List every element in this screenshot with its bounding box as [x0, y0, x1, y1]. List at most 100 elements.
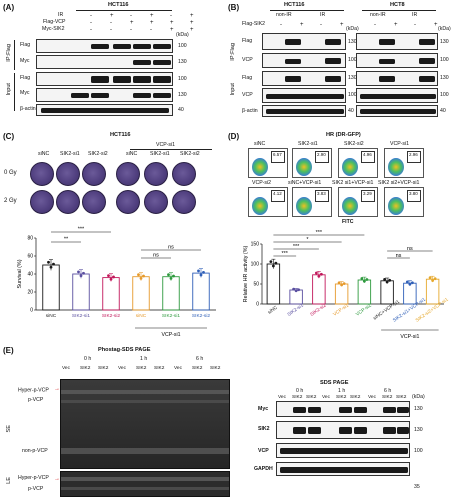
- gate: [271, 151, 285, 163]
- gate-value: 2.96: [409, 152, 418, 157]
- data-point: [139, 276, 143, 280]
- blot-b-hct8-1: [356, 33, 438, 50]
- row-label: Myc-SIK2: [42, 26, 65, 32]
- lane-label: Vec: [368, 395, 377, 400]
- gate-value: 3.29: [363, 191, 372, 196]
- gate: [361, 151, 375, 163]
- sds-blot-myc: [276, 401, 410, 417]
- group-label: VCP-si1: [161, 332, 180, 338]
- data-point: [319, 272, 323, 276]
- flow-plot: 3.29: [338, 187, 378, 217]
- arrow-icon: →: [54, 476, 60, 482]
- group-label: IR: [320, 12, 326, 18]
- sign: -: [130, 13, 132, 19]
- sds-blot-vcp: [276, 443, 410, 458]
- flow-label: SIK2 si1+VCP-si1: [332, 180, 374, 186]
- kda-label: (kDa): [412, 394, 425, 400]
- data-point: [77, 270, 80, 274]
- data-point: [137, 273, 140, 277]
- sign: -: [110, 20, 112, 26]
- marker: 130: [440, 39, 449, 45]
- bar: [102, 277, 120, 311]
- x-tick-label: SIK2-si1: [72, 313, 90, 319]
- lane-label: SIK2: [192, 366, 203, 371]
- data-point: [383, 278, 387, 281]
- bar: [192, 272, 210, 311]
- y-tick-label: 0: [256, 302, 259, 308]
- right-blot-label: SIK2: [258, 426, 270, 432]
- marker: 130: [414, 406, 423, 412]
- sign: +: [300, 22, 304, 28]
- time-label: 0 h: [296, 388, 304, 394]
- flow-label: VCP-si1: [390, 141, 410, 147]
- bar: [289, 289, 303, 305]
- blot-b-hct116-2: [262, 53, 346, 68]
- panel-e: (E) Phostag-SDS PAGE SDS PAGE 0 h 1 h 6 h V…: [0, 343, 452, 500]
- x-tick-label: SIK2-si1: [286, 302, 305, 318]
- data-point: [82, 271, 85, 275]
- blot-label: Myc: [20, 58, 30, 64]
- data-point: [199, 273, 203, 277]
- data-point: [197, 269, 200, 273]
- flow-plot: 2.90: [292, 148, 332, 178]
- col-label: SIK2-si2: [88, 151, 108, 157]
- col-label: siNC: [38, 151, 50, 157]
- marker: 100: [348, 57, 357, 63]
- sign: +: [170, 27, 174, 33]
- marker: 40: [440, 108, 446, 114]
- sign: -: [150, 27, 152, 33]
- data-point: [292, 287, 296, 291]
- colony-dish: [116, 190, 140, 214]
- flow-plot: 2.96: [384, 148, 424, 178]
- flow-label: VCP-si2: [252, 180, 272, 186]
- lane-label: SIK2: [210, 366, 221, 371]
- data-point: [433, 277, 437, 281]
- blot-b-hct116-5: [262, 105, 346, 117]
- sign: -: [110, 27, 112, 33]
- marker: 100: [178, 76, 187, 82]
- blot-b-hct8-3: [356, 71, 438, 86]
- data-point: [408, 282, 412, 286]
- sign: +: [170, 20, 174, 26]
- data-point: [109, 277, 113, 281]
- gate-value: 3.83: [317, 191, 326, 196]
- bar: [334, 283, 349, 305]
- marker: 100: [440, 92, 449, 98]
- x-tick-label: VCP-si1: [332, 302, 350, 317]
- panel-a: (A) HCT116 IR Flag-VCP Myc-SIK2 - + - + - + - -…: [0, 0, 226, 125]
- data-point: [431, 279, 435, 282]
- blot-label: β-actin: [242, 108, 258, 114]
- data-point: [169, 276, 173, 280]
- bar: [357, 279, 372, 305]
- col-label: SIK2-si1: [150, 151, 170, 157]
- time-label: 6 h: [384, 388, 392, 394]
- gate: [315, 151, 329, 163]
- blot-myc-input: [36, 88, 173, 102]
- data-point: [79, 274, 83, 278]
- blot-label: Myc: [20, 90, 30, 96]
- blot-flag-input: [36, 72, 173, 86]
- y-axis-label: Survival (%): [17, 259, 23, 288]
- fitc-axis-label: FITC: [342, 219, 354, 225]
- blot-label: Flag: [242, 75, 253, 81]
- data-point: [405, 280, 409, 284]
- kda-label: (kDa): [176, 32, 189, 38]
- flow-density: [252, 158, 268, 176]
- bar: [312, 274, 326, 305]
- colony-dish: [172, 190, 196, 214]
- flow-density: [342, 158, 358, 176]
- lane-label: SIK2: [396, 395, 407, 400]
- y-tick-label: 0: [30, 308, 33, 314]
- data-point: [297, 288, 301, 292]
- data-point: [428, 276, 432, 280]
- panel-c: (C) HCT116 VCP-si1 siNC SIK2-si1 SIK2-si…: [0, 128, 226, 343]
- sig-label: ns: [407, 246, 413, 252]
- flow-plot: 4.96: [338, 148, 378, 178]
- row-label: Flag-VCP: [43, 19, 66, 25]
- lane-label: Vec: [174, 366, 183, 371]
- panel-b: (B) HCT116 HCT8 non-IR IR non-IR IR Flag…: [226, 0, 452, 125]
- panel-b-title-1: HCT116: [284, 2, 305, 8]
- data-point: [142, 274, 145, 278]
- blot-flag-ip: [36, 39, 173, 53]
- x-tick-label: siNC: [46, 313, 57, 319]
